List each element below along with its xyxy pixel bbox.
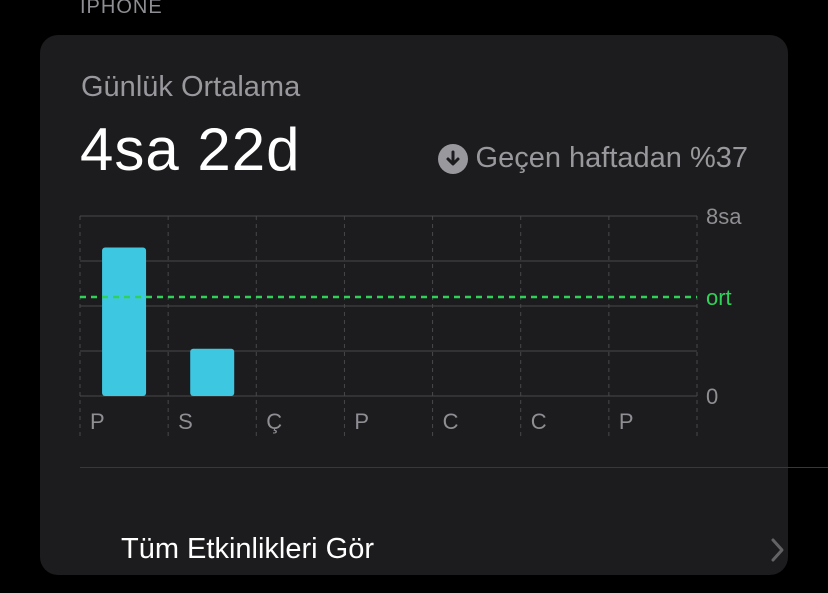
divider (80, 467, 828, 468)
daily-average-value: 4sa 22d (80, 116, 301, 183)
chart-bar (190, 348, 235, 396)
x-tick-label: P (354, 409, 369, 434)
x-tick-label: Ç (266, 409, 282, 434)
y-tick-label-bottom: 0 (706, 384, 718, 409)
trend-text: Geçen haftadan %37 (475, 142, 748, 174)
x-tick-label: C (443, 409, 459, 434)
section-header: IPHONE (80, 0, 163, 18)
x-tick-label: P (90, 409, 105, 434)
average-label: ort (706, 285, 732, 310)
x-tick-label: C (531, 409, 547, 434)
x-tick-label: P (619, 409, 634, 434)
y-tick-label-top: 8sa (706, 204, 742, 229)
chart-bar (102, 247, 147, 396)
arrow-down-circle-icon (437, 143, 468, 174)
x-tick-label: S (178, 409, 193, 434)
weekly-trend: Geçen haftadan %37 (437, 142, 748, 175)
usage-bar-chart: ort 8sa 0 P S Ç P C C P (79, 204, 742, 436)
daily-average-card[interactable]: Günlük Ortalama 4sa 22d Geçen haftadan %… (40, 35, 788, 575)
card-subtitle: Günlük Ortalama (81, 71, 301, 103)
